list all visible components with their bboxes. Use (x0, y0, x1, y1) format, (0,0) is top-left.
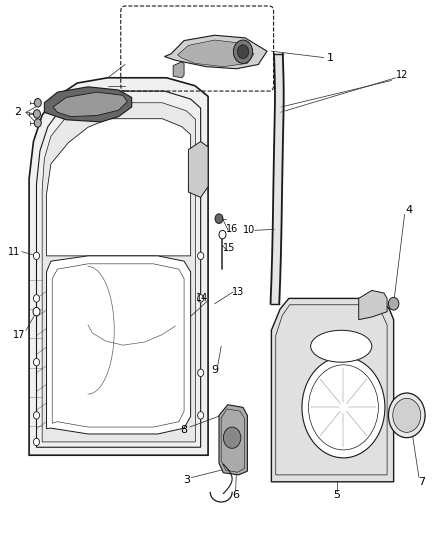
Polygon shape (29, 78, 208, 455)
Text: 5: 5 (333, 490, 340, 500)
Text: 17: 17 (13, 329, 25, 340)
Circle shape (34, 119, 41, 127)
Polygon shape (46, 119, 191, 256)
Circle shape (198, 369, 204, 376)
Text: 3: 3 (183, 475, 190, 485)
Text: 10: 10 (244, 225, 256, 236)
Text: 16: 16 (226, 224, 238, 235)
Text: 1: 1 (327, 53, 334, 62)
Polygon shape (164, 35, 267, 69)
Text: 7: 7 (418, 477, 426, 487)
Polygon shape (42, 103, 195, 442)
Polygon shape (272, 298, 394, 482)
Circle shape (34, 99, 41, 107)
Circle shape (198, 411, 204, 419)
Polygon shape (188, 142, 208, 197)
Circle shape (33, 110, 40, 118)
Text: 9: 9 (211, 365, 218, 375)
Text: 12: 12 (396, 70, 409, 80)
Text: 2: 2 (14, 107, 21, 117)
Polygon shape (173, 62, 184, 78)
Polygon shape (177, 40, 254, 67)
Polygon shape (46, 256, 191, 434)
Circle shape (33, 295, 39, 302)
Circle shape (302, 357, 385, 458)
Polygon shape (359, 290, 387, 320)
Circle shape (237, 45, 249, 59)
Polygon shape (219, 405, 247, 475)
Circle shape (215, 214, 223, 223)
Circle shape (223, 427, 241, 448)
Circle shape (33, 308, 40, 316)
Circle shape (389, 297, 399, 310)
Polygon shape (44, 87, 132, 122)
Circle shape (198, 252, 204, 260)
Circle shape (198, 295, 204, 302)
Circle shape (33, 438, 39, 446)
Circle shape (393, 398, 421, 432)
Ellipse shape (311, 330, 372, 362)
Text: 13: 13 (232, 287, 244, 297)
Text: 11: 11 (8, 247, 20, 256)
Circle shape (33, 411, 39, 419)
Circle shape (33, 359, 39, 366)
Text: 4: 4 (405, 205, 413, 215)
Polygon shape (53, 92, 127, 117)
Text: 15: 15 (223, 244, 236, 253)
Circle shape (219, 230, 226, 239)
Text: 14: 14 (196, 293, 208, 303)
Circle shape (389, 393, 425, 438)
Text: 8: 8 (180, 425, 187, 435)
Text: 6: 6 (232, 490, 239, 500)
Circle shape (233, 40, 253, 63)
Circle shape (33, 252, 39, 260)
